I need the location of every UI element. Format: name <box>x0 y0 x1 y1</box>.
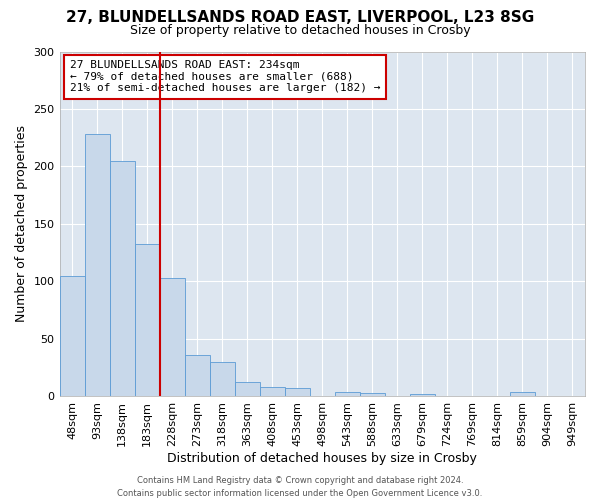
Y-axis label: Number of detached properties: Number of detached properties <box>15 126 28 322</box>
Text: Contains HM Land Registry data © Crown copyright and database right 2024.
Contai: Contains HM Land Registry data © Crown c… <box>118 476 482 498</box>
Bar <box>59 276 85 396</box>
Bar <box>260 388 285 396</box>
Bar <box>110 160 134 396</box>
Bar <box>510 392 535 396</box>
Text: Size of property relative to detached houses in Crosby: Size of property relative to detached ho… <box>130 24 470 37</box>
Text: 27, BLUNDELLSANDS ROAD EAST, LIVERPOOL, L23 8SG: 27, BLUNDELLSANDS ROAD EAST, LIVERPOOL, … <box>66 10 534 25</box>
Bar <box>360 393 385 396</box>
Bar <box>134 244 160 396</box>
Bar <box>335 392 360 396</box>
Bar <box>410 394 435 396</box>
Bar <box>235 382 260 396</box>
Bar <box>185 355 209 397</box>
X-axis label: Distribution of detached houses by size in Crosby: Distribution of detached houses by size … <box>167 452 477 465</box>
Text: 27 BLUNDELLSANDS ROAD EAST: 234sqm
← 79% of detached houses are smaller (688)
21: 27 BLUNDELLSANDS ROAD EAST: 234sqm ← 79%… <box>70 60 380 94</box>
Bar <box>160 278 185 396</box>
Bar <box>209 362 235 396</box>
Bar <box>85 134 110 396</box>
Bar <box>285 388 310 396</box>
